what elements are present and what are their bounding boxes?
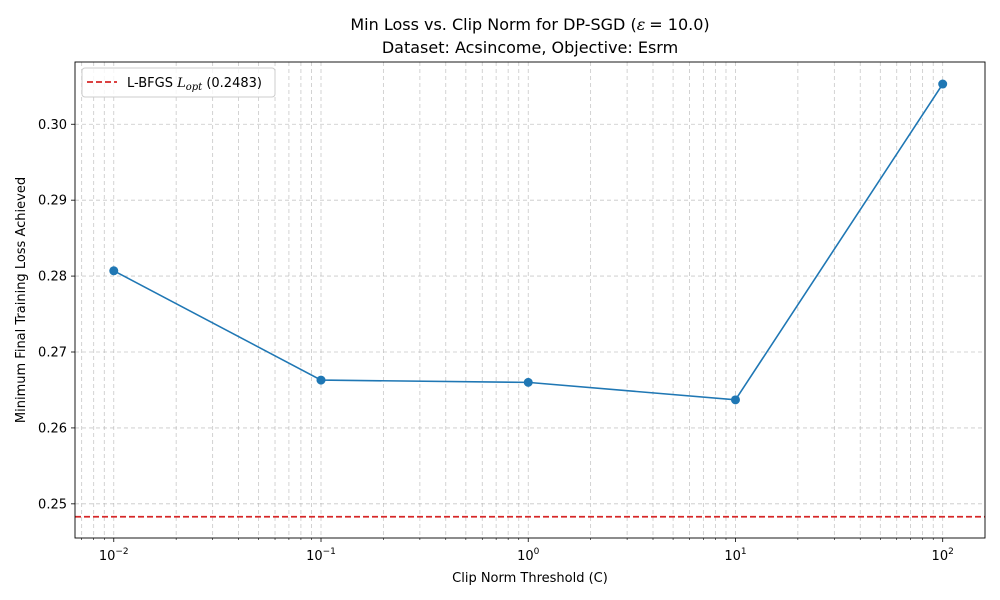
x-tick-label: 10−2	[99, 547, 129, 564]
grid-layer	[75, 62, 985, 538]
y-axis-title: Minimum Final Training Loss Achieved	[14, 177, 29, 423]
y-tick-label: 0.26	[38, 421, 67, 436]
data-point	[523, 377, 533, 387]
chart-title: Min Loss vs. Clip Norm for DP-SGD (ε = 10…	[350, 15, 709, 34]
data-point	[938, 79, 948, 89]
axes-layer	[74, 61, 986, 539]
chart-subtitle: Dataset: Acsincome, Objective: Esrm	[382, 38, 678, 57]
plot-frame	[74, 61, 986, 539]
legend: L-BFGS Lopt (0.2483)	[81, 67, 276, 98]
data-point	[109, 266, 119, 276]
x-tick-label: 101	[724, 547, 746, 564]
legend-label: L-BFGS Lopt (0.2483)	[127, 76, 262, 93]
y-tick-label: 0.29	[38, 194, 67, 209]
data-point	[730, 395, 740, 405]
y-tick-label: 0.30	[38, 118, 67, 133]
data-point	[316, 375, 326, 385]
x-axis-title: Clip Norm Threshold (C)	[452, 571, 608, 586]
y-tick-label: 0.27	[38, 346, 67, 361]
x-tick-label: 102	[932, 547, 954, 564]
series-layer	[109, 79, 948, 405]
x-tick-label: 100	[517, 547, 540, 564]
x-tick-label: 10−1	[306, 547, 336, 564]
ticks-layer: 10−2 10−1 100 101 102 0.25 0.26 0.27 0.28 0.29 0.3…	[38, 118, 954, 564]
y-tick-label: 0.28	[38, 270, 67, 285]
y-tick-label: 0.25	[38, 497, 67, 512]
legend-box	[81, 67, 276, 98]
